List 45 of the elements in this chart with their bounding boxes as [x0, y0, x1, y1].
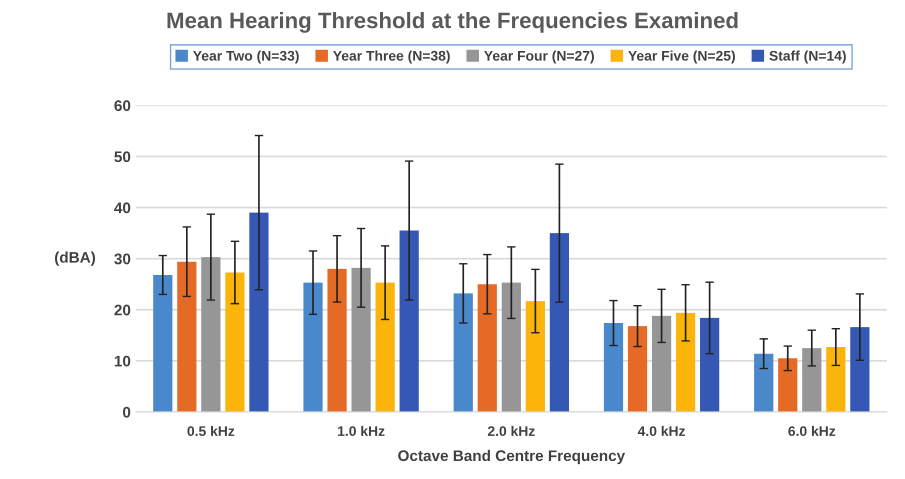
- y-tick-label: 0: [122, 406, 130, 418]
- y-tick-label: 30: [114, 254, 130, 264]
- x-tick-label: 1.0 kHz: [338, 426, 385, 436]
- y-axis-title: (dBA): [54, 252, 96, 266]
- y-tick-label: 40: [114, 202, 130, 214]
- x-tick-label: 0.5 kHz: [187, 426, 234, 436]
- y-tick-label: 50: [114, 151, 130, 162]
- legend-label: Year Five (N=25): [628, 50, 735, 64]
- bar: [327, 268, 347, 412]
- bar: [454, 293, 473, 412]
- bar: [376, 282, 395, 412]
- bar: [802, 348, 822, 412]
- bar: [700, 318, 720, 412]
- bar: [652, 316, 672, 412]
- bar: [351, 268, 371, 412]
- bar: [225, 272, 245, 412]
- chart-title: Mean Hearing Threshold at the Frequencies Examined: [168, 12, 738, 33]
- bar: [628, 326, 648, 412]
- bar: [778, 358, 798, 412]
- x-tick-label: 2.0 kHz: [488, 426, 535, 436]
- bar: [400, 230, 419, 412]
- y-tick-label: 20: [114, 304, 130, 316]
- legend-label: Year Two (N=33): [193, 50, 299, 64]
- legend-label: Year Three (N=38): [333, 50, 450, 64]
- bar: [502, 282, 521, 412]
- bar: [604, 323, 624, 412]
- bar: [850, 327, 870, 412]
- x-axis-title: Octave Band Centre Frequency: [398, 450, 626, 464]
- legend-label: Year Four (N=27): [484, 50, 594, 64]
- bar: [754, 354, 774, 412]
- bar: [550, 233, 570, 412]
- legend-label: Staff (N=14): [769, 50, 846, 64]
- bar: [303, 282, 323, 412]
- bar: [478, 284, 497, 412]
- bar: [153, 275, 172, 412]
- bar: [249, 212, 269, 412]
- bar: [201, 257, 220, 412]
- x-tick-label: 4.0 kHz: [638, 426, 685, 436]
- bar: [676, 312, 696, 412]
- bar: [526, 301, 545, 412]
- bar: [177, 262, 196, 412]
- bar: [826, 347, 846, 412]
- y-tick-label: 10: [114, 356, 130, 367]
- y-tick-label: 60: [114, 100, 130, 112]
- x-tick-label: 6.0 kHz: [788, 426, 836, 436]
